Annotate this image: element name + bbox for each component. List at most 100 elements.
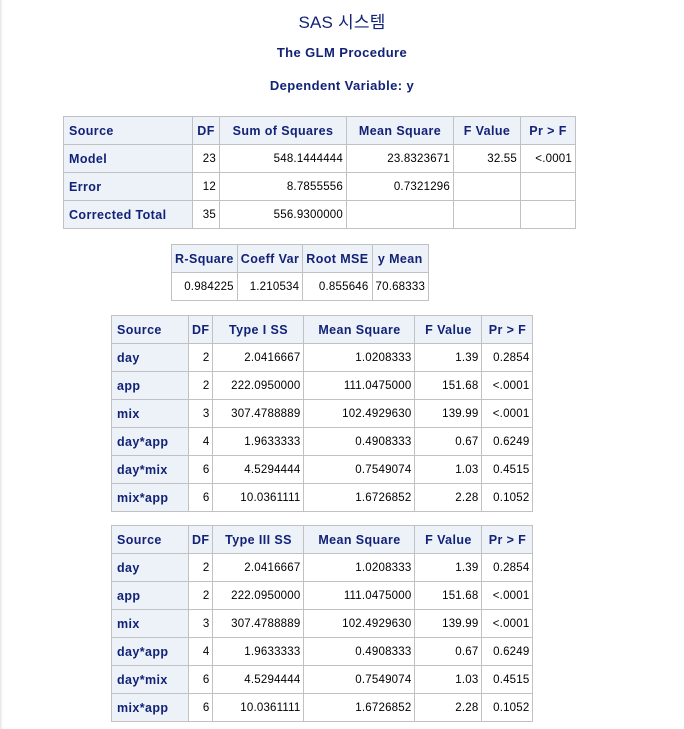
row-label: Model — [63, 144, 193, 173]
row-label: mix — [111, 609, 189, 638]
p-value-cell: 0.1052 — [481, 693, 534, 722]
f-value-cell: 0.67 — [414, 637, 483, 666]
coeff-var-value: 1.210534 — [236, 272, 304, 301]
table-row: mix*app 6 10.0361111 1.6726852 2.28 0.10… — [111, 483, 534, 512]
table-row: day 2 2.0416667 1.0208333 1.39 0.2854 — [111, 343, 534, 372]
ms-cell: 0.7549074 — [303, 455, 416, 484]
column-header-type1-ss: Type I SS — [212, 315, 305, 344]
p-value-cell: 0.6249 — [481, 427, 534, 456]
row-label: Error — [63, 172, 193, 201]
ms-cell: 0.4908333 — [303, 637, 416, 666]
ss-cell: 307.4788889 — [212, 609, 305, 638]
column-header-pr-f: Pr > F — [481, 315, 534, 344]
ss-cell: 2.0416667 — [212, 553, 305, 582]
row-label: mix — [111, 399, 189, 428]
ss-cell: 4.5294444 — [212, 665, 305, 694]
p-value-cell: <.0001 — [481, 609, 534, 638]
ss-cell: 4.5294444 — [212, 455, 305, 484]
column-header-source: Source — [111, 525, 189, 554]
ss-cell: 222.0950000 — [212, 581, 305, 610]
column-header-f-value: F Value — [414, 525, 483, 554]
r-square-value: 0.984225 — [171, 272, 238, 301]
p-value-cell: 0.4515 — [481, 665, 534, 694]
f-value-cell: 151.68 — [414, 581, 483, 610]
row-label: mix*app — [111, 693, 189, 722]
df-cell: 2 — [187, 553, 214, 582]
table-row: day*app 4 1.9633333 0.4908333 0.67 0.624… — [111, 427, 534, 456]
ms-cell: 0.4908333 — [303, 427, 416, 456]
column-header-r-square: R-Square — [171, 244, 238, 273]
ms-cell: 102.4929630 — [303, 609, 416, 638]
ms-cell — [346, 200, 454, 229]
anova-table: Source DF Sum of Squares Mean Square F V… — [63, 116, 576, 229]
p-value-cell: 0.1052 — [481, 483, 534, 512]
row-label: app — [111, 371, 189, 400]
df-cell: 6 — [187, 665, 214, 694]
f-value-cell: 0.67 — [414, 427, 483, 456]
row-label: day*mix — [111, 665, 189, 694]
ms-cell: 1.6726852 — [303, 483, 416, 512]
p-value-cell: 0.2854 — [481, 343, 534, 372]
p-value-cell — [520, 200, 576, 229]
p-value-cell: 0.6249 — [481, 637, 534, 666]
table-row: day 2 2.0416667 1.0208333 1.39 0.2854 — [111, 553, 534, 582]
type1-ss-table: Source DF Type I SS Mean Square F Value … — [111, 315, 534, 512]
column-header-root-mse: Root MSE — [302, 244, 373, 273]
ss-cell: 2.0416667 — [212, 343, 305, 372]
p-value-cell: <.0001 — [520, 144, 576, 173]
table-row: day*mix 6 4.5294444 0.7549074 1.03 0.451… — [111, 455, 534, 484]
p-value-cell: 0.4515 — [481, 455, 534, 484]
ss-cell: 1.9633333 — [212, 427, 305, 456]
row-label: day — [111, 553, 189, 582]
f-value-cell: 139.99 — [414, 399, 483, 428]
table-row: mix 3 307.4788889 102.4929630 139.99 <.0… — [111, 399, 534, 428]
column-header-df: DF — [187, 315, 214, 344]
df-cell: 2 — [187, 343, 214, 372]
column-header-sum-of-squares: Sum of Squares — [219, 116, 347, 145]
f-value-cell: 139.99 — [414, 609, 483, 638]
ms-cell: 102.4929630 — [303, 399, 416, 428]
type1-header-row: Source DF Type I SS Mean Square F Value … — [111, 315, 534, 344]
f-value-cell: 1.39 — [414, 343, 483, 372]
column-header-pr-f: Pr > F — [520, 116, 576, 145]
ss-cell: 1.9633333 — [212, 637, 305, 666]
df-cell: 3 — [187, 609, 214, 638]
ss-cell: 548.1444444 — [219, 144, 347, 173]
table-row: Error 12 8.7855556 0.7321296 — [63, 172, 576, 201]
table-row: mix*app 6 10.0361111 1.6726852 2.28 0.10… — [111, 693, 534, 722]
ss-cell: 8.7855556 — [219, 172, 347, 201]
row-label: mix*app — [111, 483, 189, 512]
df-cell: 2 — [187, 371, 214, 400]
column-header-source: Source — [111, 315, 189, 344]
p-value-cell: <.0001 — [481, 371, 534, 400]
column-header-y-mean: y Mean — [371, 244, 430, 273]
ms-cell: 1.0208333 — [303, 343, 416, 372]
f-value-cell: 32.55 — [453, 144, 521, 173]
ss-cell: 556.9300000 — [219, 200, 347, 229]
table-row: Model 23 548.1444444 23.8323671 32.55 <.… — [63, 144, 576, 173]
f-value-cell: 1.03 — [414, 665, 483, 694]
output-title: SAS 시스템 — [298, 13, 386, 32]
f-value-cell — [453, 200, 521, 229]
df-cell: 4 — [187, 637, 214, 666]
f-value-cell: 2.28 — [414, 693, 483, 722]
df-cell: 4 — [187, 427, 214, 456]
table-row: Corrected Total 35 556.9300000 — [63, 200, 576, 229]
ms-cell: 0.7549074 — [303, 665, 416, 694]
column-header-df: DF — [192, 116, 220, 145]
ms-cell: 0.7321296 — [346, 172, 454, 201]
p-value-cell: <.0001 — [481, 581, 534, 610]
df-cell: 2 — [187, 581, 214, 610]
table-row: 0.984225 1.210534 0.855646 70.68333 — [171, 272, 430, 301]
table-row: day*app 4 1.9633333 0.4908333 0.67 0.624… — [111, 637, 534, 666]
dependent-variable-title: Dependent Variable: y — [269, 78, 415, 93]
procedure-title: The GLM Procedure — [276, 45, 408, 60]
table-row: day*mix 6 4.5294444 0.7549074 1.03 0.451… — [111, 665, 534, 694]
ss-cell: 10.0361111 — [212, 483, 305, 512]
f-value-cell: 151.68 — [414, 371, 483, 400]
root-mse-value: 0.855646 — [302, 272, 373, 301]
ms-cell: 1.0208333 — [303, 553, 416, 582]
row-label: Corrected Total — [63, 200, 193, 229]
df-cell: 6 — [187, 693, 214, 722]
ms-cell: 23.8323671 — [346, 144, 454, 173]
